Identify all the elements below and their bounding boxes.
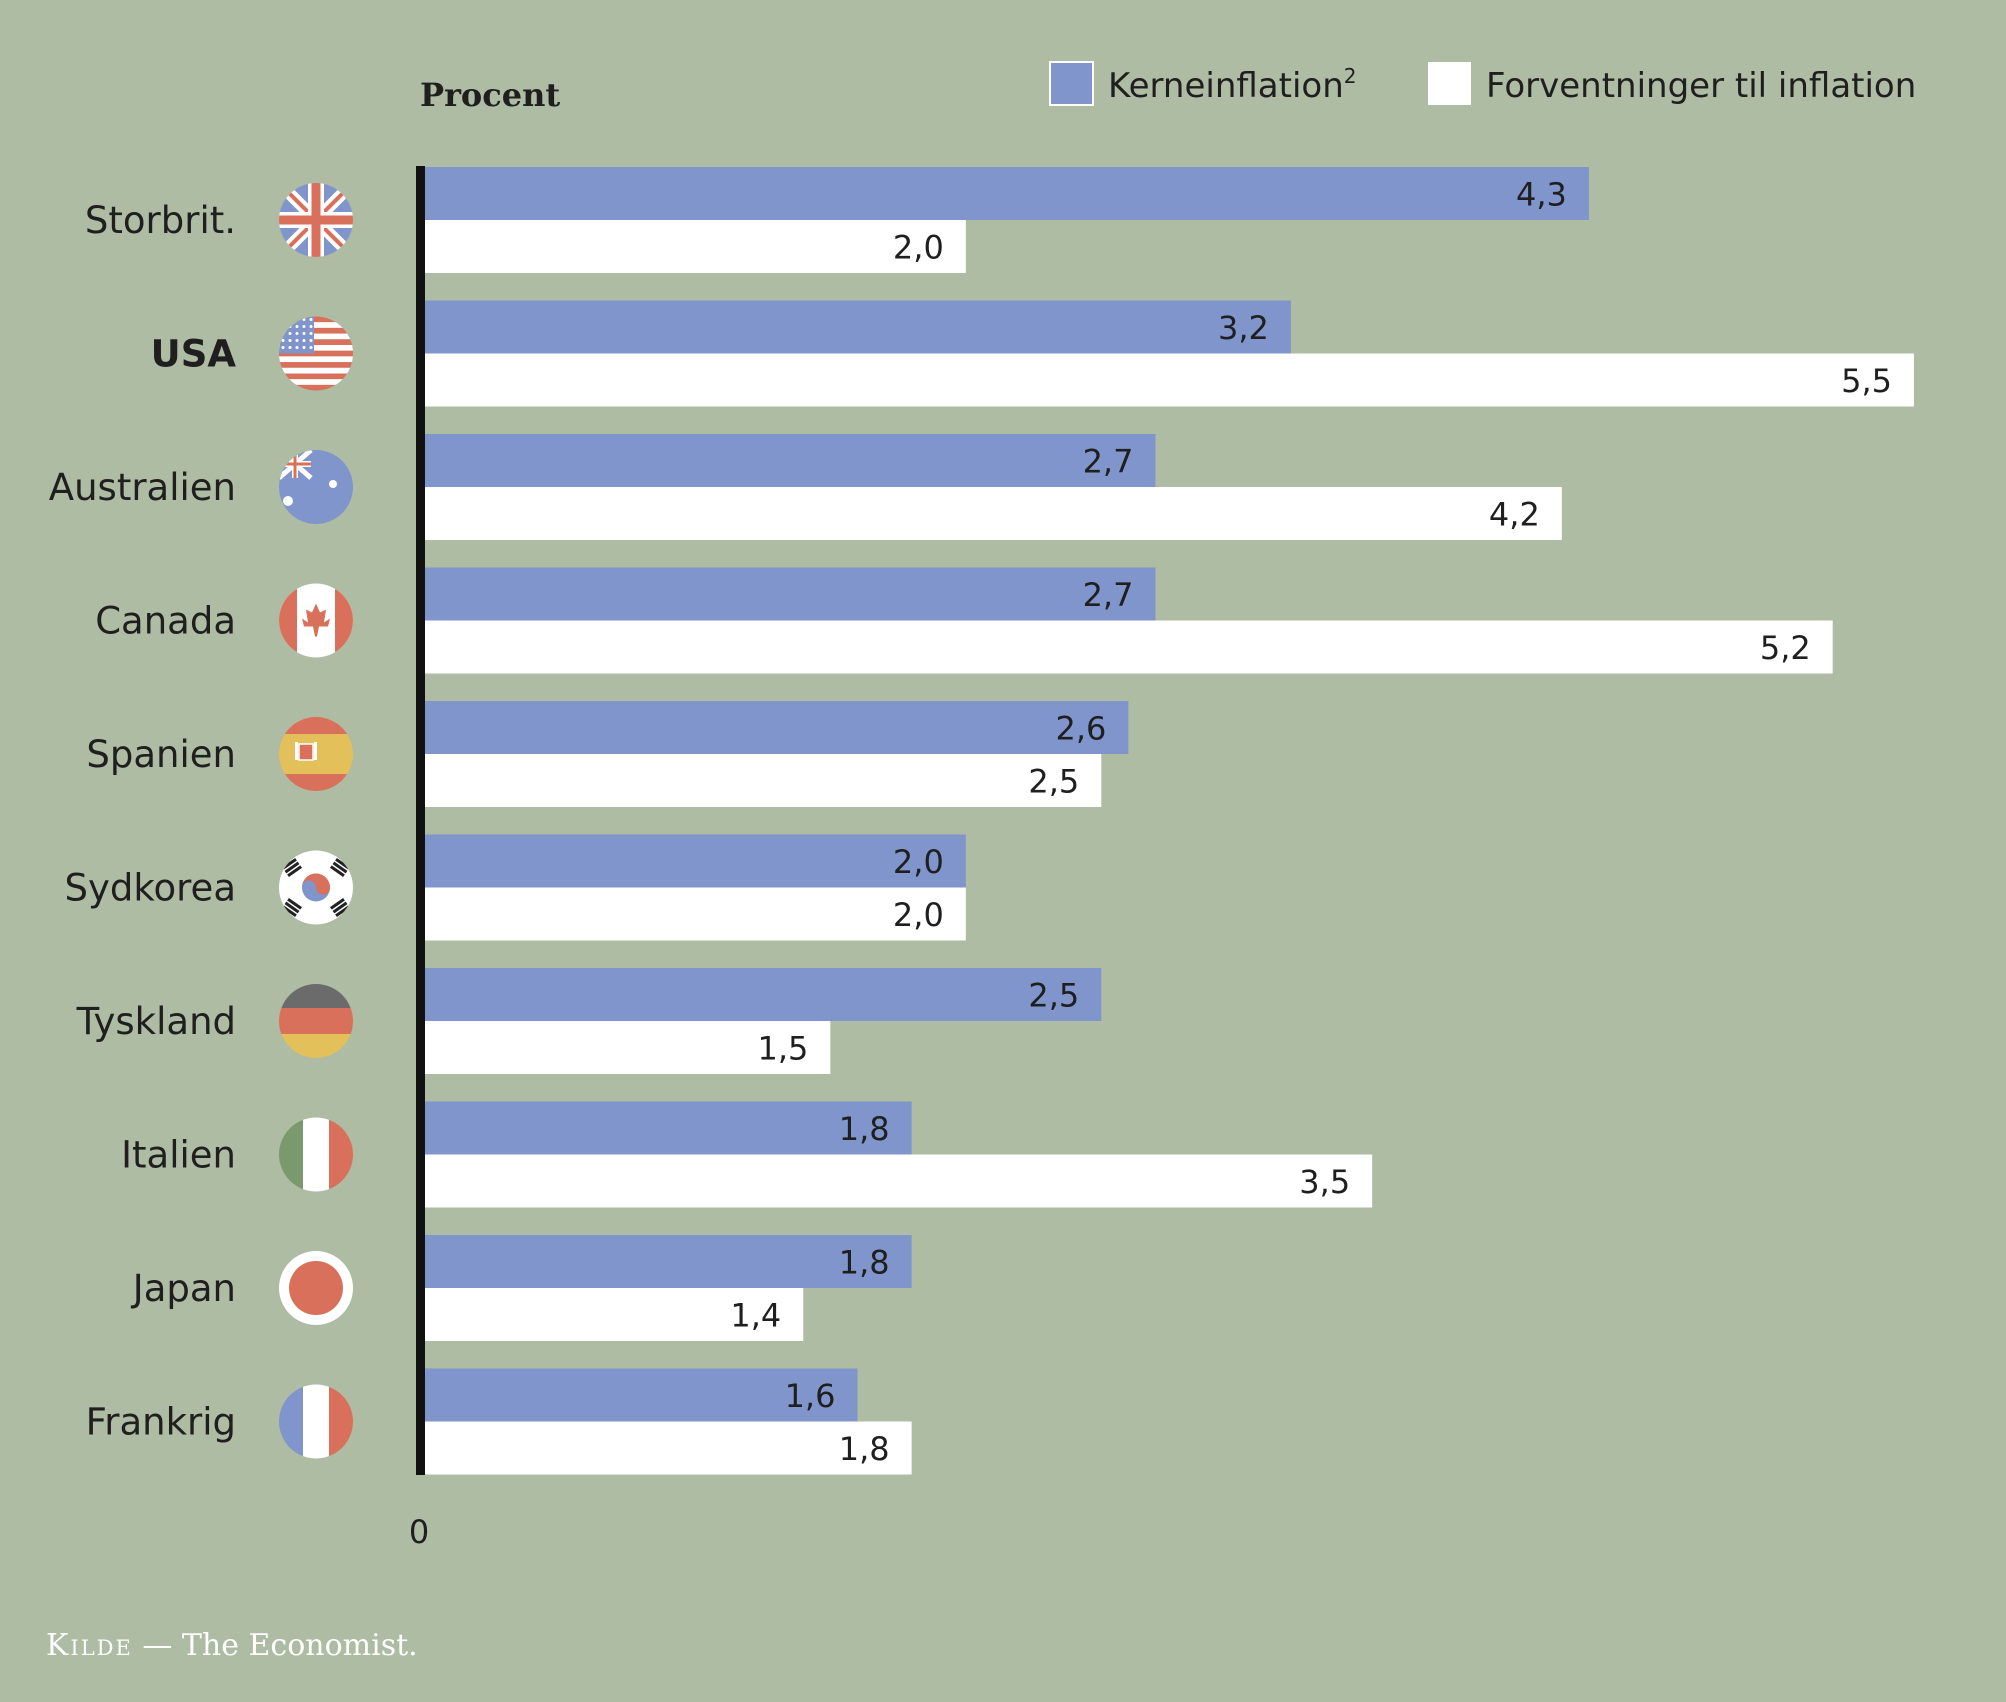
data-label-forventninger-4: 2,5 [1028,763,1079,801]
category-label-9: Frankrig [86,1401,236,1444]
data-label-kerneinflation-0: 4,3 [1516,176,1567,214]
bar-kerneinflation-8 [424,1235,912,1288]
spain-flag-icon [279,717,353,791]
data-label-kerneinflation-7: 1,8 [839,1110,890,1148]
category-label-7: Italien [121,1134,236,1177]
bar-forventninger-3 [424,620,1833,674]
category-label-6: Tyskland [76,1000,236,1043]
bar-forventninger-6 [424,1021,831,1074]
bar-kerneinflation-7 [424,1101,912,1155]
data-label-forventninger-2: 4,2 [1489,496,1540,534]
france-flag-icon [279,1384,353,1459]
bar-forventninger-5 [424,887,966,941]
bar-kerneinflation-1 [424,300,1291,354]
data-label-kerneinflation-5: 2,0 [893,843,944,881]
bar-kerneinflation-9 [424,1368,858,1422]
category-label-4: Spanien [86,733,236,776]
bar-forventninger-1 [424,353,1914,407]
legend-label-forventninger: Forventninger til inflation [1486,66,1916,106]
category-labels-group: Storbrit. USA Australien Canada Spanien Sydko… [49,199,237,1444]
data-label-kerneinflation-2: 2,7 [1083,443,1134,481]
data-label-kerneinflation-4: 2,6 [1055,710,1106,748]
bar-forventninger-4 [424,754,1102,807]
bar-kerneinflation-4 [424,701,1129,754]
data-label-forventninger-9: 1,8 [839,1430,890,1468]
data-label-forventninger-3: 5,2 [1760,629,1811,667]
bar-forventninger-9 [424,1421,912,1475]
japan-flag-icon [279,1251,353,1325]
bars-group: 4,3 2,0 3,2 5,5 2,7 4,2 2,7 5,2 2,6 2,5 2,0 2,0 2,5 1… [424,167,1914,1475]
bar-forventninger-0 [424,220,966,273]
uk-flag-icon [279,183,353,257]
us-flag-icon [279,316,353,391]
data-label-kerneinflation-3: 2,7 [1083,576,1134,614]
data-label-forventninger-5: 2,0 [893,896,944,934]
bar-kerneinflation-0 [424,167,1589,220]
germany-flag-icon [279,984,353,1058]
data-label-forventninger-1: 5,5 [1841,362,1892,400]
bar-forventninger-8 [424,1288,804,1341]
bar-forventninger-7 [424,1154,1373,1208]
legend-swatch-forventninger [1428,62,1471,105]
category-label-2: Australien [49,466,236,509]
legend: Kerneinflation2 Forventninger til inflat… [1049,61,1916,106]
bar-forventninger-2 [424,487,1562,540]
south-korea-flag-icon [279,850,353,925]
data-label-forventninger-7: 3,5 [1299,1163,1350,1201]
x-tick-label: 0 [409,1513,429,1551]
source-note: Kilde — The Economist. [46,1628,418,1663]
legend-label-kerneinflation: Kerneinflation2 [1108,64,1356,106]
category-label-5: Sydkorea [65,867,236,910]
category-label-1: USA [151,333,237,376]
y-axis-line [416,166,425,1475]
australia-flag-icon [279,450,353,524]
category-label-3: Canada [95,600,236,643]
category-label-0: Storbrit. [85,199,236,242]
canada-flag-icon [279,583,353,658]
data-label-forventninger-6: 1,5 [757,1030,808,1068]
legend-swatch-kerneinflation [1049,61,1094,106]
data-label-forventninger-0: 2,0 [893,229,944,267]
bar-kerneinflation-6 [424,968,1102,1021]
data-label-kerneinflation-1: 3,2 [1218,309,1269,347]
y-axis-title: Procent [420,76,560,114]
data-label-forventninger-8: 1,4 [730,1297,781,1335]
flags-group [279,183,353,1459]
bar-kerneinflation-3 [424,567,1156,621]
italy-flag-icon [279,1117,353,1192]
data-label-kerneinflation-9: 1,6 [785,1377,836,1415]
data-label-kerneinflation-8: 1,8 [839,1244,890,1282]
bar-kerneinflation-2 [424,434,1156,487]
bar-kerneinflation-5 [424,834,966,888]
category-label-8: Japan [131,1267,236,1310]
data-label-kerneinflation-6: 2,5 [1028,977,1079,1015]
